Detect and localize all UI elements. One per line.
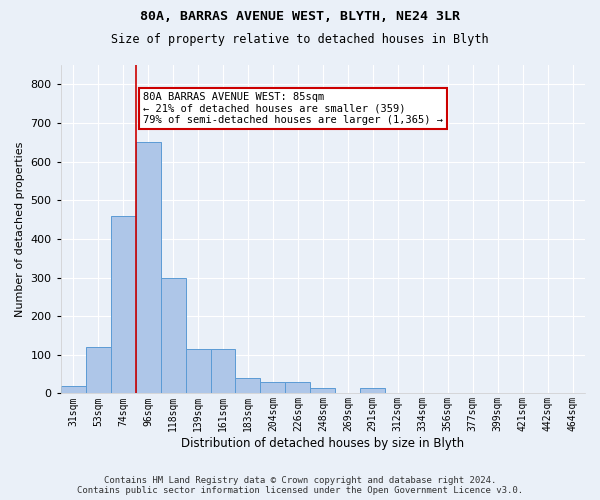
Text: 80A BARRAS AVENUE WEST: 85sqm
← 21% of detached houses are smaller (359)
79% of : 80A BARRAS AVENUE WEST: 85sqm ← 21% of d… <box>143 92 443 125</box>
Bar <box>61 386 86 394</box>
Text: Size of property relative to detached houses in Blyth: Size of property relative to detached ho… <box>111 32 489 46</box>
Text: 80A, BARRAS AVENUE WEST, BLYTH, NE24 3LR: 80A, BARRAS AVENUE WEST, BLYTH, NE24 3LR <box>140 10 460 23</box>
Text: Contains HM Land Registry data © Crown copyright and database right 2024.
Contai: Contains HM Land Registry data © Crown c… <box>77 476 523 495</box>
Bar <box>161 278 185 394</box>
Bar <box>286 382 310 394</box>
Bar <box>361 388 385 394</box>
Bar <box>86 347 110 394</box>
Bar <box>260 382 286 394</box>
X-axis label: Distribution of detached houses by size in Blyth: Distribution of detached houses by size … <box>181 437 464 450</box>
Bar <box>185 349 211 394</box>
Y-axis label: Number of detached properties: Number of detached properties <box>15 142 25 317</box>
Bar <box>211 349 235 394</box>
Bar <box>110 216 136 394</box>
Bar <box>310 388 335 394</box>
Bar <box>136 142 161 394</box>
Bar <box>235 378 260 394</box>
